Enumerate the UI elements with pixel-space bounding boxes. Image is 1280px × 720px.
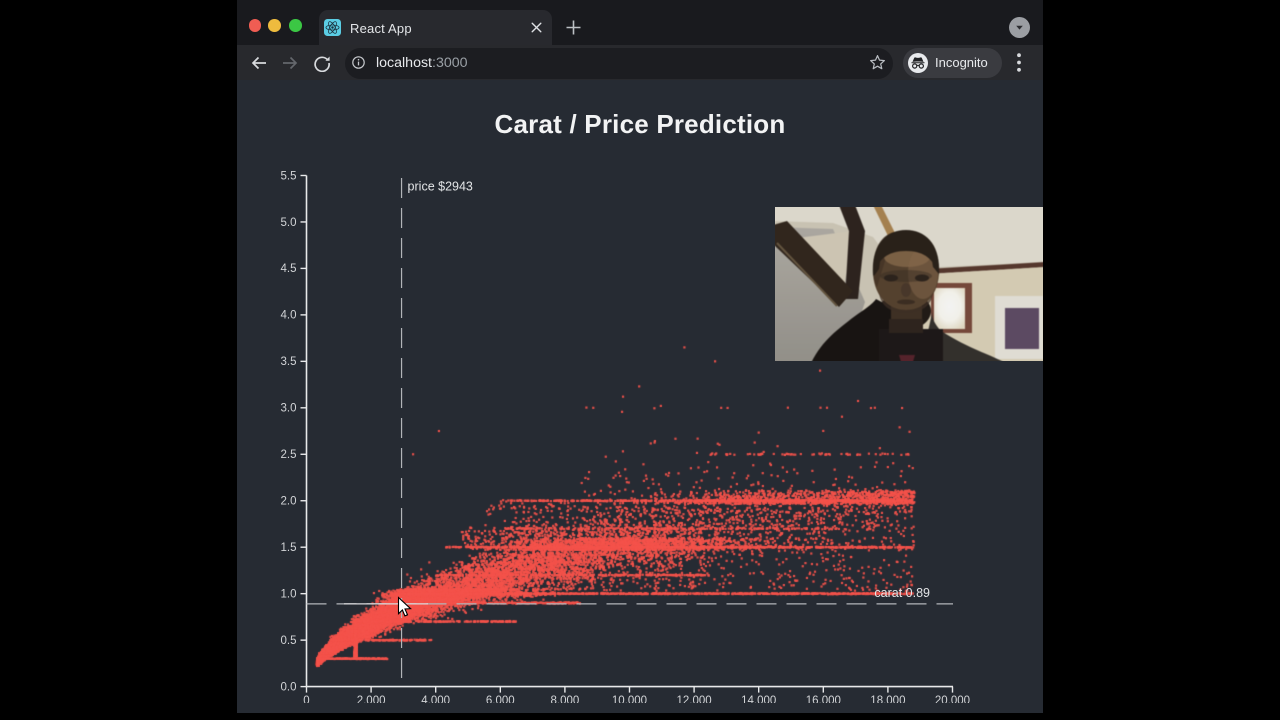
svg-text:price $2943: price $2943 <box>408 180 473 194</box>
svg-text:6,000: 6,000 <box>486 695 515 703</box>
svg-text:1.5: 1.5 <box>281 542 297 554</box>
svg-text:4.0: 4.0 <box>281 310 297 322</box>
svg-text:0: 0 <box>303 695 309 703</box>
svg-text:2.0: 2.0 <box>281 496 297 508</box>
svg-text:4.5: 4.5 <box>281 263 297 275</box>
svg-text:20,000: 20,000 <box>935 695 970 703</box>
svg-text:5.5: 5.5 <box>281 170 297 182</box>
svg-text:8,000: 8,000 <box>551 695 580 703</box>
svg-text:2,000: 2,000 <box>357 695 386 703</box>
svg-text:10,000: 10,000 <box>612 695 647 703</box>
svg-text:0.5: 0.5 <box>281 635 297 647</box>
svg-text:14,000: 14,000 <box>741 695 776 703</box>
svg-text:1.0: 1.0 <box>281 588 297 600</box>
svg-text:2.5: 2.5 <box>281 449 297 461</box>
svg-text:carat 0.89: carat 0.89 <box>874 586 930 600</box>
svg-text:18,000: 18,000 <box>870 695 905 703</box>
svg-text:4,000: 4,000 <box>421 695 450 703</box>
svg-text:16,000: 16,000 <box>806 695 841 703</box>
svg-text:0.0: 0.0 <box>281 681 297 693</box>
svg-text:3.0: 3.0 <box>281 403 297 415</box>
svg-text:5.0: 5.0 <box>281 217 297 229</box>
svg-text:3.5: 3.5 <box>281 356 297 368</box>
svg-text:12,000: 12,000 <box>677 695 712 703</box>
